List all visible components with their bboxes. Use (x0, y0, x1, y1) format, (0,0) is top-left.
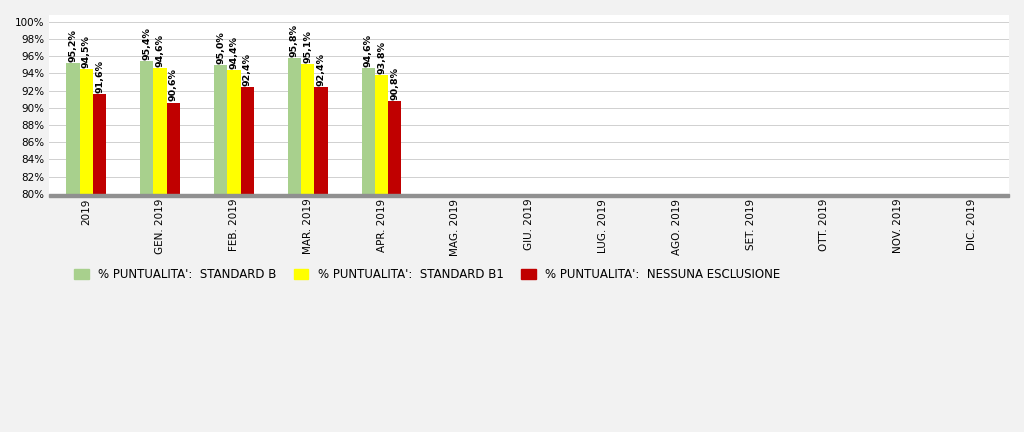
Text: 94,5%: 94,5% (82, 35, 91, 68)
Bar (154, 68, 167, 194)
Bar (375, 75, 388, 194)
Text: 92,4%: 92,4% (243, 53, 252, 86)
Bar (80, 69, 93, 194)
Bar (388, 101, 401, 194)
Bar (67, 63, 80, 194)
Text: 94,6%: 94,6% (156, 34, 165, 67)
Bar (140, 61, 154, 194)
Bar (288, 58, 301, 194)
Text: 93,8%: 93,8% (377, 41, 386, 74)
Bar (227, 70, 241, 194)
Text: 94,6%: 94,6% (364, 34, 373, 67)
Text: 95,4%: 95,4% (142, 27, 152, 60)
Bar (301, 64, 314, 194)
Text: 90,6%: 90,6% (169, 69, 178, 102)
Text: 92,4%: 92,4% (316, 53, 326, 86)
Bar (167, 103, 180, 194)
Bar (93, 94, 106, 194)
Text: 91,6%: 91,6% (95, 60, 104, 93)
Bar (361, 68, 375, 194)
Text: 95,8%: 95,8% (290, 24, 299, 57)
Text: 94,4%: 94,4% (229, 36, 239, 69)
Text: 90,8%: 90,8% (390, 67, 399, 100)
Bar (49, 194, 1009, 197)
Bar (241, 87, 254, 194)
Text: 95,1%: 95,1% (303, 30, 312, 63)
Bar (314, 87, 328, 194)
Text: 95,2%: 95,2% (69, 29, 78, 62)
Legend: % PUNTUALITA':  STANDARD B, % PUNTUALITA':  STANDARD B1, % PUNTUALITA':  NESSUNA: % PUNTUALITA': STANDARD B, % PUNTUALITA'… (75, 268, 780, 281)
Bar (214, 65, 227, 194)
Text: 95,0%: 95,0% (216, 31, 225, 64)
